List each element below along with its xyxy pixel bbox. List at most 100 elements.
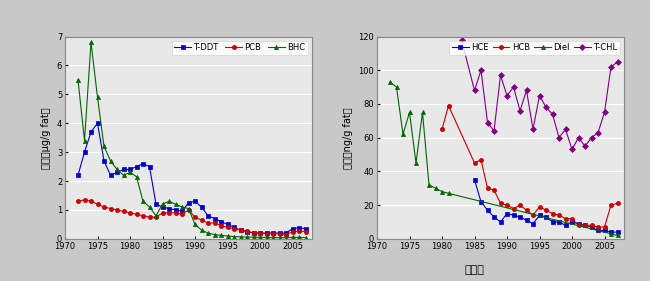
PCB	[100, 205, 108, 209]
HCB	[555, 214, 563, 217]
T-DDT	[230, 226, 238, 229]
HCB	[471, 161, 478, 165]
T-DDT	[133, 165, 140, 168]
T-DDT	[74, 174, 82, 177]
BHC	[133, 175, 140, 178]
PCB	[276, 232, 283, 236]
PCB	[139, 214, 147, 217]
BHC	[302, 236, 309, 239]
Line: HCB: HCB	[440, 104, 619, 229]
HCB	[497, 202, 504, 205]
T-DDT	[302, 227, 309, 230]
T-DDT	[217, 220, 225, 223]
BHC	[211, 233, 218, 236]
BHC	[146, 205, 153, 209]
Diel	[607, 232, 615, 235]
HCE	[601, 229, 608, 232]
T-CHL	[581, 144, 589, 148]
PCB	[289, 230, 296, 233]
Legend: T-DDT, PCB, BHC: T-DDT, PCB, BHC	[172, 41, 308, 55]
HCB	[490, 188, 498, 192]
T-DDT	[113, 171, 121, 174]
PCB	[250, 231, 257, 235]
BHC	[198, 228, 205, 232]
HCE	[516, 215, 524, 219]
T-DDT	[81, 150, 88, 154]
BHC	[165, 200, 173, 203]
BHC	[185, 207, 192, 210]
T-CHL	[601, 111, 608, 114]
T-DDT	[224, 223, 231, 226]
T-DDT	[159, 205, 166, 209]
PCB	[165, 211, 173, 214]
Diel	[432, 187, 439, 190]
BHC	[276, 236, 283, 239]
PCB	[282, 233, 290, 236]
Y-axis label: 濃度（ng/g fat）: 濃度（ng/g fat）	[343, 107, 353, 169]
PCB	[74, 200, 82, 203]
PCB	[263, 232, 270, 235]
T-CHL	[542, 106, 550, 109]
Text: 採取年: 採取年	[465, 265, 484, 275]
T-CHL	[490, 129, 498, 133]
Diel	[445, 192, 452, 195]
HCE	[510, 214, 517, 217]
PCB	[224, 226, 231, 229]
BHC	[217, 234, 225, 237]
T-CHL	[523, 89, 530, 92]
Diel	[425, 183, 433, 187]
T-CHL	[588, 136, 595, 139]
HCB	[523, 209, 530, 212]
Diel	[614, 234, 621, 237]
BHC	[282, 236, 290, 239]
T-DDT	[237, 228, 244, 232]
BHC	[295, 236, 303, 239]
HCB	[549, 212, 556, 215]
HCE	[523, 219, 530, 222]
PCB	[126, 211, 134, 214]
HCB	[477, 158, 485, 161]
PCB	[133, 213, 140, 216]
PCB	[256, 231, 264, 235]
BHC	[191, 223, 199, 226]
HCE	[471, 178, 478, 182]
BHC	[263, 236, 270, 239]
T-DDT	[256, 231, 264, 235]
PCB	[269, 232, 277, 235]
PCB	[243, 229, 251, 232]
T-CHL	[594, 131, 602, 134]
HCE	[503, 212, 511, 215]
T-DDT	[269, 231, 277, 235]
BHC	[230, 235, 238, 238]
HCE	[477, 200, 485, 203]
T-DDT	[100, 159, 108, 162]
HCE	[562, 224, 569, 227]
Line: PCB: PCB	[76, 198, 307, 237]
BHC	[107, 159, 114, 162]
PCB	[146, 216, 153, 219]
T-DDT	[191, 200, 199, 203]
HCB	[568, 217, 576, 220]
PCB	[107, 207, 114, 210]
PCB	[204, 221, 212, 225]
BHC	[159, 203, 166, 206]
HCE	[549, 220, 556, 224]
T-DDT	[198, 205, 205, 209]
PCB	[198, 218, 205, 222]
PCB	[230, 227, 238, 230]
T-DDT	[107, 174, 114, 177]
Diel	[406, 111, 413, 114]
PCB	[302, 230, 309, 233]
HCB	[581, 224, 589, 227]
HCB	[575, 224, 582, 227]
T-DDT	[211, 217, 218, 220]
T-DDT	[152, 203, 160, 206]
HCE	[536, 214, 543, 217]
Line: T-CHL: T-CHL	[460, 38, 619, 151]
HCB	[601, 225, 608, 229]
HCE	[529, 222, 537, 225]
HCE	[607, 230, 615, 234]
HCB	[588, 224, 595, 227]
T-CHL	[614, 60, 621, 64]
BHC	[100, 145, 108, 148]
